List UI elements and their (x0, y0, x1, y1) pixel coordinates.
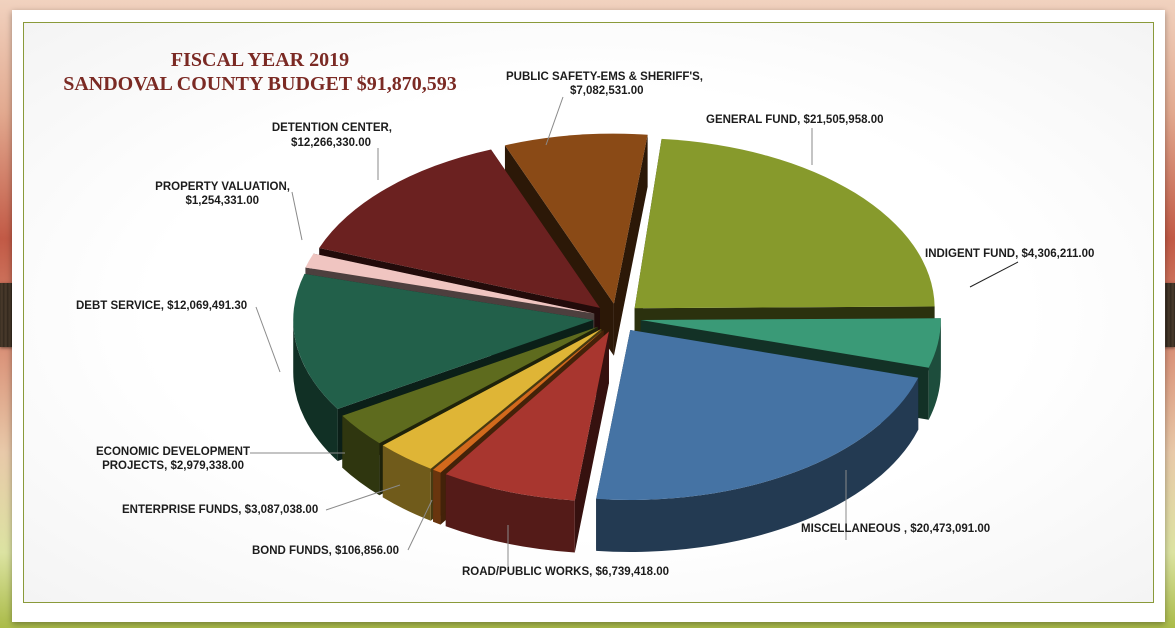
label-property-valuation-1: PROPERTY VALUATION, (155, 181, 290, 193)
leader-line-enterprise-funds (325, 484, 401, 511)
slice-top-miscellaneous (596, 329, 919, 500)
leader-line-public-safety (545, 96, 564, 146)
slice-top-indigent-fund (640, 318, 941, 368)
slice-top-bond-funds (433, 329, 604, 473)
slice-side-economic-development-projects (342, 415, 380, 496)
leader-line-debt-service (255, 306, 281, 373)
chart-frame (23, 22, 1154, 603)
slice-top-road-public-works (445, 331, 609, 501)
label-detention-center-1: DETENTION CENTER, (272, 122, 392, 134)
leader-lines (250, 96, 1019, 566)
slice-wall-economic-development-projects-1 (342, 326, 598, 468)
label-economic-development-1: ECONOMIC DEVELOPMENT (96, 446, 250, 458)
slice-side-enterprise-funds (382, 445, 431, 521)
slice-top-property-valuation (305, 253, 595, 314)
label-general-fund: GENERAL FUND, $21,505,958.00 (706, 114, 883, 126)
slice-top-economic-development-projects (342, 326, 598, 444)
slice-side-debt-service (293, 319, 338, 461)
chart-title-line2: SANDOVAL COUNTY BUDGET $91,870,593 (63, 73, 457, 95)
pie-slices (293, 133, 941, 553)
leader-line-indigent-fund (969, 261, 1019, 288)
slice-top-public-safety-ems-sheriff-s (504, 133, 648, 304)
slice-side-miscellaneous (596, 377, 919, 552)
label-miscellaneous: MISCELLANEOUS , $20,473,091.00 (801, 523, 990, 535)
chart-title-line1: FISCAL YEAR 2019 (170, 49, 350, 71)
label-indigent-fund: INDIGENT FUND, $4,306,211.00 (925, 248, 1094, 260)
label-detention-center-2: $12,266,330.00 (291, 137, 371, 149)
slice-side-indigent-fund (928, 319, 941, 420)
leader-line-bond-funds (407, 499, 433, 551)
label-public-safety-1: PUBLIC SAFETY-EMS & SHERIFF'S, (506, 71, 703, 83)
slice-wall-public-safety-ems-sheriff-s-1 (613, 134, 648, 356)
slice-top-general-fund (634, 138, 935, 309)
label-debt-service: DEBT SERVICE, $12,069,491.30 (76, 300, 247, 312)
slice-side-road-public-works (445, 474, 575, 553)
slice-miscellaneous (596, 329, 919, 552)
slice-top-enterprise-funds (382, 328, 602, 469)
label-property-valuation-2: $1,254,331.00 (185, 195, 259, 207)
slice-top-detention-center (319, 149, 600, 308)
slice-top-debt-service (293, 273, 594, 409)
label-road-public-works: ROAD/PUBLIC WORKS, $6,739,418.00 (462, 566, 669, 578)
leader-line-property-valuation (291, 191, 303, 241)
label-public-safety-2: $7,082,531.00 (570, 85, 644, 97)
label-bond-funds: BOND FUNDS, $106,856.00 (252, 545, 399, 557)
label-economic-development-2: PROJECTS, $2,979,338.00 (102, 460, 244, 472)
label-enterprise-funds: ENTERPRISE FUNDS, $3,087,038.00 (122, 504, 318, 516)
slice-side-bond-funds (433, 469, 441, 525)
slice-road-public-works (445, 331, 609, 553)
